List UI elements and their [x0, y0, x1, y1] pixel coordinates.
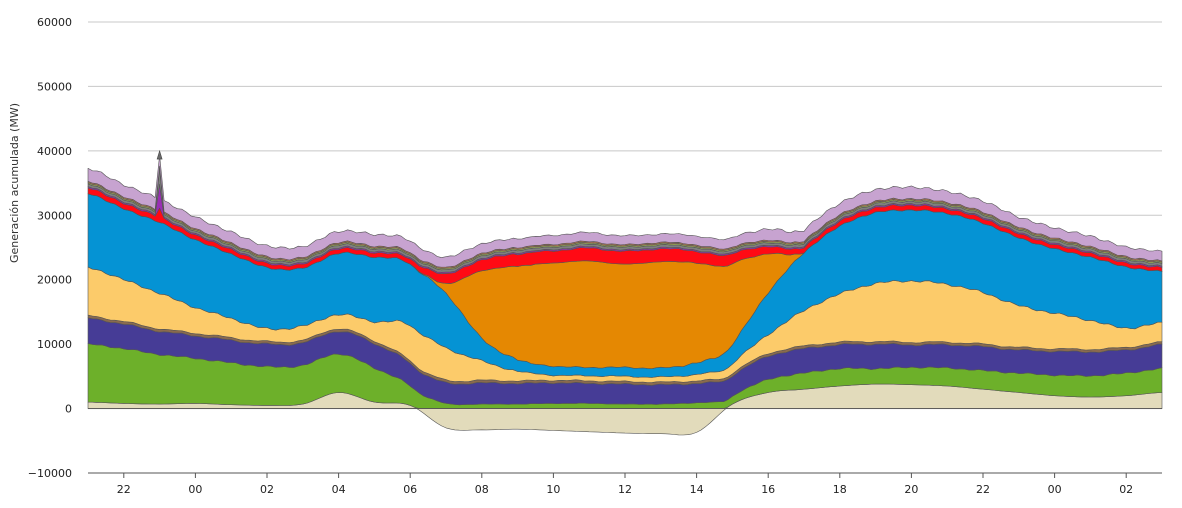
- x-tick-label: 22: [976, 483, 990, 496]
- y-axis-title: Generación acumulada (MW): [8, 103, 21, 263]
- y-tick-label: 60000: [37, 16, 72, 29]
- y-tick-label: 30000: [37, 209, 72, 222]
- x-tick-label: 20: [904, 483, 918, 496]
- x-tick-label: 00: [1048, 483, 1062, 496]
- x-tick-label: 12: [618, 483, 632, 496]
- x-tick-label: 00: [188, 483, 202, 496]
- x-tick-label: 22: [117, 483, 131, 496]
- x-tick-label: 08: [475, 483, 489, 496]
- x-tick-label: 18: [833, 483, 847, 496]
- area-series-13: [87, 154, 1163, 268]
- y-tick-label: 40000: [37, 145, 72, 158]
- x-tick-label: 06: [403, 483, 417, 496]
- x-tick-label: 10: [546, 483, 560, 496]
- y-tick-label: −10000: [28, 467, 72, 480]
- y-axis-ticks: −10000 0 10000 20000 30000 40000 50000 60000: [28, 16, 72, 480]
- y-tick-label: 10000: [37, 338, 72, 351]
- x-tick-label: 14: [690, 483, 704, 496]
- x-tick-label: 02: [1119, 483, 1133, 496]
- x-axis-ticks: 22 00 02 04 06 08 10 12 14 16 18 20 22 00 02: [117, 473, 1133, 496]
- y-tick-label: 20000: [37, 274, 72, 287]
- y-tick-label: 0: [65, 403, 72, 416]
- area-layer: [87, 149, 1163, 436]
- y-tick-label: 50000: [37, 80, 72, 93]
- x-tick-label: 02: [260, 483, 274, 496]
- x-tick-label: 04: [332, 483, 346, 496]
- spike-mark: [156, 149, 163, 160]
- x-tick-label: 16: [761, 483, 775, 496]
